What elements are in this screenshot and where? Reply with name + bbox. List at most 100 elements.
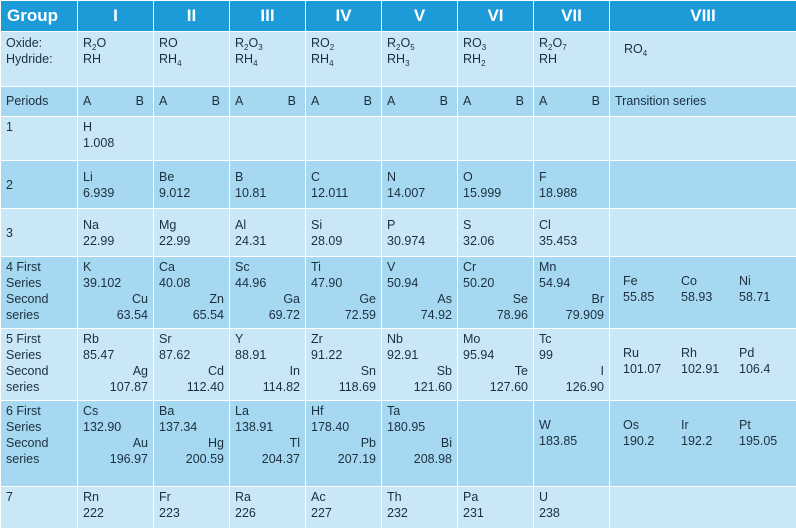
element-symbol-b: Ag [83, 363, 148, 379]
element-symbol-b: Tl [235, 435, 300, 451]
element-symbol: Rh [681, 345, 733, 361]
atomic-weight: 47.90 [311, 275, 376, 291]
hydride-formula: RH4 [235, 51, 300, 67]
atomic-weight: 14.007 [387, 185, 452, 201]
subgroup-a-label: A [387, 93, 395, 109]
hydride-formula: RH [539, 51, 604, 67]
atomic-weight: 222 [83, 505, 148, 521]
atomic-weight: 39.102 [83, 275, 148, 291]
formula-text: RO [311, 36, 330, 50]
element-symbol: S [463, 217, 528, 233]
element-symbol: Ba [159, 403, 224, 419]
subgroup-b-label: B [136, 93, 144, 109]
hydride-formula: RH2 [463, 51, 528, 67]
atomic-weight: 30.974 [387, 233, 452, 249]
hydride-formula: RH4 [311, 51, 376, 67]
atomic-weight: 50.94 [387, 275, 452, 291]
atomic-weight: 88.91 [235, 347, 300, 363]
subgroup-a-label: A [539, 93, 547, 109]
element-symbol: B [235, 169, 300, 185]
atomic-weight-b: 72.59 [311, 307, 376, 323]
atomic-weight: 32.06 [463, 233, 528, 249]
atomic-weight-b: 204.37 [235, 451, 300, 467]
transition-series-label: Transition series [610, 87, 796, 117]
formula-text: RH [159, 52, 177, 66]
atomic-weight-b: 107.87 [83, 379, 148, 395]
periods-label: Periods [1, 87, 78, 117]
atomic-weight: 102.91 [681, 361, 733, 377]
period-label-line: Second [6, 363, 72, 379]
element-symbol-b: As [387, 291, 452, 307]
oxide-formula: RO [159, 35, 224, 51]
element-symbol: Rb [83, 331, 148, 347]
formula-text: R [83, 36, 92, 50]
atomic-weight: 50.20 [463, 275, 528, 291]
element-symbol: Ni [739, 273, 791, 289]
element-symbol: Tc [539, 331, 604, 347]
atomic-weight-b: 79.909 [539, 307, 604, 323]
element-symbol-b: Pb [311, 435, 376, 451]
element-symbol: V [387, 259, 452, 275]
group-header-7: VII [534, 1, 610, 32]
oxide-formula: R2O3 [235, 35, 300, 51]
subgroup-a-label: A [311, 93, 319, 109]
element-symbol: Y [235, 331, 300, 347]
element-symbol: Pa [463, 489, 528, 505]
period-label-line: Series [6, 347, 72, 363]
element-symbol-b: Cd [159, 363, 224, 379]
formula-subscript: 2 [481, 59, 485, 68]
element-symbol: U [539, 489, 604, 505]
atomic-weight-b: 208.98 [387, 451, 452, 467]
atomic-weight-b: 112.40 [159, 379, 224, 395]
atomic-weight: 183.85 [539, 433, 604, 449]
atomic-weight: 92.91 [387, 347, 452, 363]
atomic-weight-b: 207.19 [311, 451, 376, 467]
group-header-5: V [382, 1, 458, 32]
atomic-weight-b: 196.97 [83, 451, 148, 467]
period-label-line: series [6, 379, 72, 395]
element-symbol-b: Br [539, 291, 604, 307]
atomic-weight: 99 [539, 347, 604, 363]
element-symbol-b: Sn [311, 363, 376, 379]
subgroup-b-label: B [212, 93, 220, 109]
period-label-line: series [6, 451, 72, 467]
oxide-formula: RO3 [463, 35, 528, 51]
atomic-weight: 24.31 [235, 233, 300, 249]
atomic-weight: 58.71 [739, 289, 791, 305]
element-symbol: Ru [623, 345, 675, 361]
atomic-weight-b: 74.92 [387, 307, 452, 323]
group-header-row: Group I II III IV V VI VII VIII [1, 1, 796, 32]
oxide-formula: R2O5 [387, 35, 452, 51]
group-header-4: IV [306, 1, 382, 32]
transition-cell [610, 487, 796, 529]
element-symbol: Os [623, 417, 675, 433]
element-cell [382, 117, 458, 161]
atomic-weight: 227 [311, 505, 376, 521]
element-symbol: Hf [311, 403, 376, 419]
